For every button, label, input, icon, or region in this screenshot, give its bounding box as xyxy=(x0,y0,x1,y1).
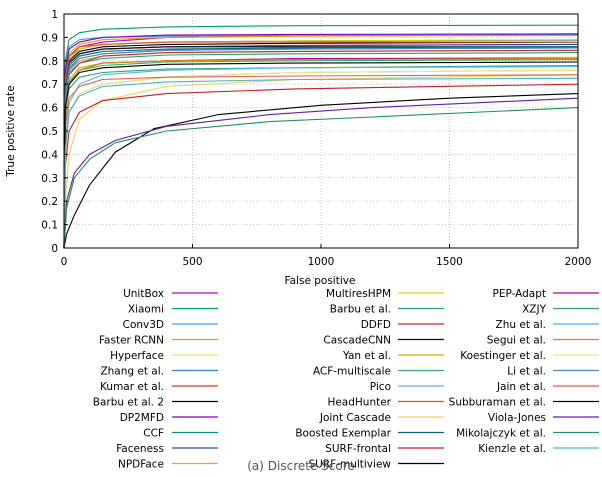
y-tick-label: 0.3 xyxy=(41,173,58,185)
legend-label: Xiaomi xyxy=(128,304,164,316)
series-line-viola-jones xyxy=(63,97,579,249)
series-line-conv3d xyxy=(63,34,579,249)
legend-label: Boosted Exemplar xyxy=(295,428,391,440)
series-line-li-et-al xyxy=(63,47,579,249)
y-tick-label: 1 xyxy=(51,9,58,21)
figure-caption: (a) Discrete Score xyxy=(247,459,355,473)
legend-label: Jain et al. xyxy=(496,381,546,393)
legend-label: Conv3D xyxy=(123,319,164,331)
legend-label: Segui et al. xyxy=(487,335,546,347)
series-line-zhu-et-al xyxy=(63,66,579,249)
y-tick-label: 0.8 xyxy=(41,56,58,68)
legend-label: Faster RCNN xyxy=(99,335,164,347)
legend-label: Kumar et al. xyxy=(100,381,164,393)
y-tick-label: 0.6 xyxy=(41,103,58,115)
y-tick-label: 0.1 xyxy=(41,220,58,232)
series-lines xyxy=(63,24,579,249)
legend-label: Koestinger et al. xyxy=(460,350,546,362)
legend-label: Zhang et al. xyxy=(100,366,164,378)
legend-label: DDFD xyxy=(361,319,391,331)
series-line-surf-multiview xyxy=(63,93,579,249)
x-tick-label: 1500 xyxy=(436,256,463,268)
x-tick-label: 500 xyxy=(182,256,202,268)
legend-label: Li et al. xyxy=(507,366,546,378)
legend-label: CCF xyxy=(143,428,164,440)
legend-label: MultiresHPM xyxy=(326,288,391,300)
legend-label: DP2MFD xyxy=(120,412,164,424)
series-line-headhunter xyxy=(63,41,578,249)
legend-label: NPDFace xyxy=(118,459,164,471)
legend-label: SURF-multiview xyxy=(309,459,392,471)
series-line-xiaomi xyxy=(63,24,579,249)
series-line-kienzle-et-al xyxy=(63,77,579,249)
series-line-segui-et-al xyxy=(63,57,579,249)
legend-label: Hyperface xyxy=(110,350,164,362)
y-tick-label: 0 xyxy=(51,243,58,255)
y-axis-label: True positive rate xyxy=(5,85,17,178)
legend-label: Joint Cascade xyxy=(319,412,391,424)
legend-label: Barbu et al. 2 xyxy=(93,397,164,409)
y-tick-label: 0.9 xyxy=(41,32,58,44)
legend-label: Kienzle et al. xyxy=(478,443,546,455)
x-tick-label: 2000 xyxy=(565,256,592,268)
x-tick-label: 0 xyxy=(61,256,68,268)
y-tick-label: 0.2 xyxy=(41,196,58,208)
series-line-dp2mfd xyxy=(63,33,579,249)
series-line-surf-frontal xyxy=(63,83,579,249)
legend-label: Yan et al. xyxy=(342,350,391,362)
tick-labels: 0 0.1 0.2 0.3 0.4 0.5 0.6 0.7 0.8 0.9 1 0 500 1000 150… xyxy=(41,9,591,268)
y-tick-label: 0.4 xyxy=(41,149,58,161)
series-line-mikolajczyk-et-al xyxy=(63,107,579,249)
x-tick-label: 1000 xyxy=(308,256,335,268)
series-line-boosted-exemplar xyxy=(63,46,579,249)
legend-label: SURF-frontal xyxy=(325,443,391,455)
series-line-joint-cascade xyxy=(63,74,579,249)
legend-label: Subburaman et al. xyxy=(449,397,546,409)
legend: UnitBox Xiaomi Conv3D Faster RCNN Hyperface Z… xyxy=(93,288,599,471)
series-line-ddfd xyxy=(63,49,579,249)
series-line-barbu-et-al-2 xyxy=(63,41,579,249)
y-tick-label: 0.5 xyxy=(41,126,58,138)
series-line-acf-multiscale xyxy=(63,59,579,249)
legend-label: Zhu et al. xyxy=(496,319,546,331)
legend-label: Barbu et al. xyxy=(330,304,391,316)
series-line-jain-et-al xyxy=(63,74,579,249)
legend-label: Viola-Jones xyxy=(488,412,546,424)
legend-label: PEP-Adapt xyxy=(492,288,546,300)
legend-label: HeadHunter xyxy=(327,397,391,409)
series-line-subburaman-et-al xyxy=(63,61,579,249)
legend-label: Pico xyxy=(370,381,391,393)
legend-label: Faceness xyxy=(116,443,164,455)
legend-label: ACF-multiscale xyxy=(313,366,391,378)
legend-label: Mikolajczyk et al. xyxy=(456,428,546,440)
series-line-cascadecnn xyxy=(63,46,578,249)
x-axis-label: False positive xyxy=(285,275,356,287)
legend-label: UnitBox xyxy=(123,288,164,300)
legend-label: XZJY xyxy=(522,304,546,316)
y-tick-label: 0.7 xyxy=(41,79,58,91)
legend-label: CascadeCNN xyxy=(323,335,391,347)
